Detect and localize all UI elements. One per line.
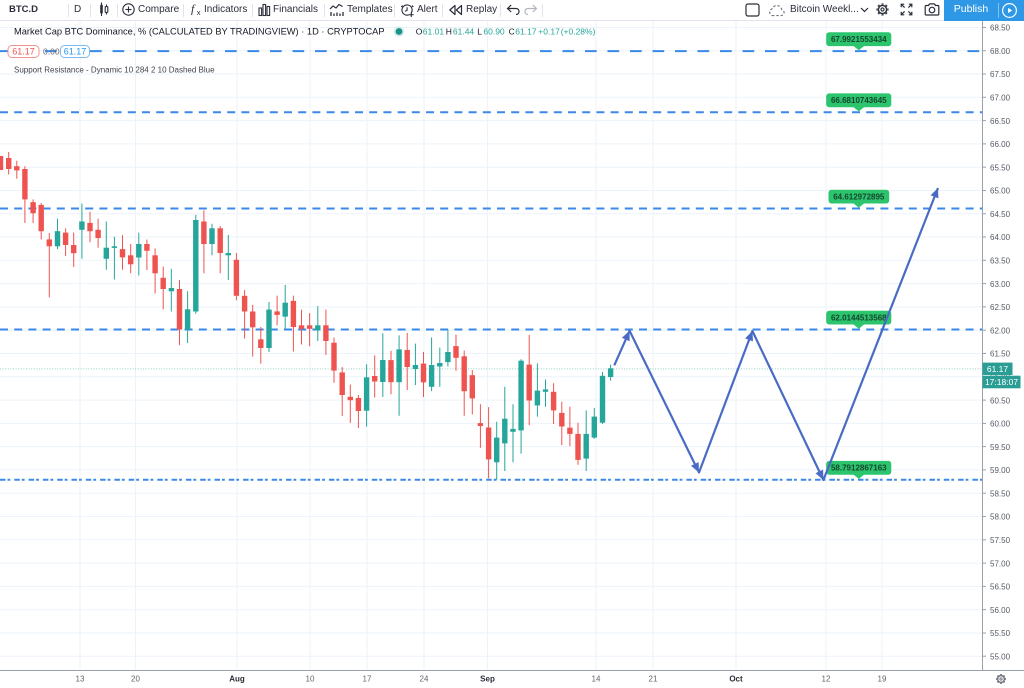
svg-text:+0.17: +0.17 bbox=[538, 27, 560, 37]
svg-text:65.50: 65.50 bbox=[990, 163, 1011, 172]
svg-text:Oct: Oct bbox=[729, 675, 743, 684]
svg-text:57.00: 57.00 bbox=[990, 559, 1011, 568]
svg-text:58.50: 58.50 bbox=[990, 489, 1011, 498]
svg-text:58.00: 58.00 bbox=[990, 513, 1011, 522]
svg-text:x: x bbox=[197, 8, 201, 16]
svg-text:59.00: 59.00 bbox=[990, 466, 1011, 475]
svg-text:61.17: 61.17 bbox=[515, 27, 537, 37]
svg-text:61.01: 61.01 bbox=[423, 27, 445, 37]
svg-text:Sep: Sep bbox=[480, 675, 495, 684]
svg-text:62.0144513568: 62.0144513568 bbox=[831, 314, 887, 323]
svg-text:24: 24 bbox=[420, 675, 429, 684]
svg-text:56.00: 56.00 bbox=[990, 606, 1011, 615]
svg-text:14: 14 bbox=[592, 675, 601, 684]
svg-text:O: O bbox=[416, 27, 423, 37]
svg-text:20: 20 bbox=[131, 675, 140, 684]
svg-text:Market Cap BTC Dominance, % (C: Market Cap BTC Dominance, % (CALCULATED … bbox=[14, 27, 385, 37]
svg-text:Aug: Aug bbox=[229, 675, 245, 684]
svg-text:67.50: 67.50 bbox=[990, 70, 1011, 79]
svg-text:61.50: 61.50 bbox=[990, 350, 1011, 359]
svg-text:62.50: 62.50 bbox=[990, 303, 1011, 312]
svg-text:(+0.28%): (+0.28%) bbox=[561, 27, 596, 37]
svg-text:f: f bbox=[191, 2, 196, 16]
svg-text:H: H bbox=[446, 27, 452, 37]
svg-text:17: 17 bbox=[363, 675, 372, 684]
svg-text:57.50: 57.50 bbox=[990, 536, 1011, 545]
svg-text:63.50: 63.50 bbox=[990, 257, 1011, 266]
svg-text:60.50: 60.50 bbox=[990, 396, 1011, 405]
svg-text:0.00: 0.00 bbox=[43, 47, 60, 57]
svg-text:64.50: 64.50 bbox=[990, 210, 1011, 219]
svg-text:61.17: 61.17 bbox=[987, 364, 1009, 374]
svg-text:68.00: 68.00 bbox=[990, 47, 1011, 56]
svg-text:55.50: 55.50 bbox=[990, 629, 1011, 638]
svg-text:L: L bbox=[477, 27, 482, 37]
svg-text:66.6810743645: 66.6810743645 bbox=[831, 96, 887, 105]
svg-text:61.17: 61.17 bbox=[12, 47, 35, 57]
svg-text:64.612972895: 64.612972895 bbox=[833, 193, 885, 202]
svg-text:55.00: 55.00 bbox=[990, 652, 1011, 661]
svg-text:60.90: 60.90 bbox=[483, 27, 505, 37]
svg-text:17:18:07: 17:18:07 bbox=[985, 377, 1018, 387]
svg-text:19: 19 bbox=[878, 675, 887, 684]
svg-text:66.00: 66.00 bbox=[990, 140, 1011, 149]
svg-text:68.50: 68.50 bbox=[990, 24, 1011, 33]
svg-text:66.50: 66.50 bbox=[990, 117, 1011, 126]
svg-text:13: 13 bbox=[76, 675, 85, 684]
svg-text:C: C bbox=[509, 27, 515, 37]
svg-text:59.50: 59.50 bbox=[990, 443, 1011, 452]
svg-text:61.44: 61.44 bbox=[453, 27, 475, 37]
svg-text:62.00: 62.00 bbox=[990, 326, 1011, 335]
svg-text:67.00: 67.00 bbox=[990, 94, 1011, 103]
svg-text:61.17: 61.17 bbox=[64, 47, 87, 57]
svg-text:65.00: 65.00 bbox=[990, 187, 1011, 196]
svg-text:63.00: 63.00 bbox=[990, 280, 1011, 289]
svg-text:60.00: 60.00 bbox=[990, 420, 1011, 429]
svg-text:10: 10 bbox=[306, 675, 315, 684]
svg-text:56.50: 56.50 bbox=[990, 583, 1011, 592]
svg-text:12: 12 bbox=[822, 675, 831, 684]
svg-text:67.9921553434: 67.9921553434 bbox=[831, 35, 887, 44]
svg-text:64.00: 64.00 bbox=[990, 233, 1011, 242]
svg-text:Support Resistance - Dynamic 1: Support Resistance - Dynamic 10 284 2 10… bbox=[14, 66, 215, 75]
svg-text:21: 21 bbox=[649, 675, 658, 684]
svg-text:58.7912867163: 58.7912867163 bbox=[831, 464, 887, 473]
